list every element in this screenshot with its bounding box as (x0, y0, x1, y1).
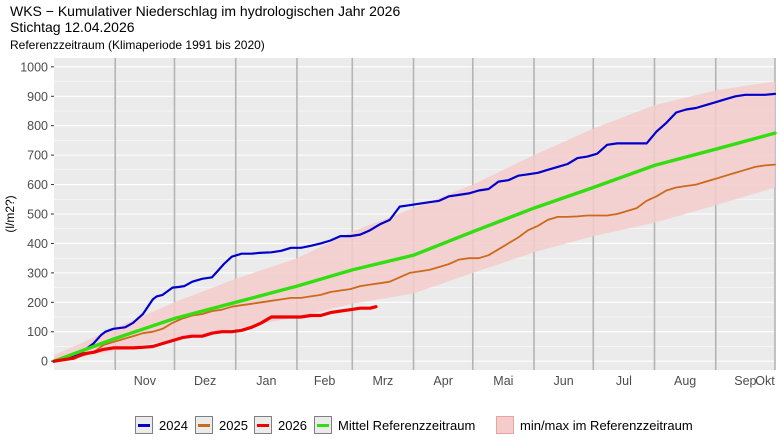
legend-key-band (496, 416, 514, 434)
legend-item-2024: 2024 (135, 416, 188, 434)
x-tick-label: Jun (554, 374, 574, 388)
minmax-band (54, 81, 775, 362)
legend-key-2025 (195, 416, 213, 434)
legend-key-2024 (135, 416, 153, 434)
legend-key-2026 (254, 416, 272, 434)
legend-label-2025: 2025 (219, 417, 248, 433)
y-tick-label: 300 (27, 266, 48, 280)
series-line-2024 (52, 92, 777, 363)
legend-label-2024: 2024 (159, 417, 188, 433)
legend-label-mean: Mittel Referenzzeitraum (338, 417, 476, 433)
y-tick-label: 700 (27, 149, 48, 163)
x-tick-label: Nov (134, 374, 157, 388)
x-tick-label: Apr (433, 374, 452, 388)
y-tick-label: 1000 (20, 60, 48, 74)
chart-subtitle: Stichtag 12.04.2026 (10, 19, 135, 35)
y-tick-label: 400 (27, 237, 48, 251)
y-tick-label: 500 (27, 208, 48, 222)
series-line-mean (52, 131, 777, 363)
x-tick-label: Okt (755, 374, 775, 388)
x-tick-label: Jan (256, 374, 276, 388)
legend-label-2026: 2026 (278, 417, 307, 433)
axes: 0 100 200 300 400 500 600 700 800 900 1000 Nov Dez Ja… (20, 60, 775, 388)
series-line-2025 (53, 163, 776, 363)
x-tick-label: Sep (734, 374, 756, 388)
legend-item-2025: 2025 (195, 416, 248, 434)
x-tick-label: Aug (674, 374, 696, 388)
series-lines (52, 92, 777, 363)
legend-label-band: min/max im Referenzzeitraum (520, 417, 693, 433)
legend-item-mean: Mittel Referenzzeitraum (314, 416, 475, 434)
legend-item-2026: 2026 (254, 416, 307, 434)
x-tick-label: Mrz (372, 374, 393, 388)
x-tick-label: Jul (616, 374, 632, 388)
legend: 2024 2025 2026 Mittel Referenzzeitraum m… (0, 416, 780, 440)
chart-title: WKS − Kumulativer Niederschlag im hydrol… (10, 3, 401, 19)
legend-item-band: min/max im Referenzzeitraum (496, 416, 693, 434)
y-tick-label: 800 (27, 119, 48, 133)
chart-caption: Referenzzeitraum (Klimaperiode 1991 bis … (10, 38, 265, 52)
y-tick-label: 200 (27, 296, 48, 310)
x-tick-label: Mai (493, 374, 513, 388)
y-tick-label: 600 (27, 178, 48, 192)
y-tick-label: 100 (27, 325, 48, 339)
legend-key-mean (314, 416, 332, 434)
x-tick-label: Feb (314, 374, 336, 388)
y-tick-label: 900 (27, 90, 48, 104)
y-tick-label: 0 (41, 355, 48, 369)
y-axis-label: (l/m2?) (3, 195, 17, 232)
x-tick-label: Dez (194, 374, 216, 388)
series-line-2026 (52, 305, 378, 363)
